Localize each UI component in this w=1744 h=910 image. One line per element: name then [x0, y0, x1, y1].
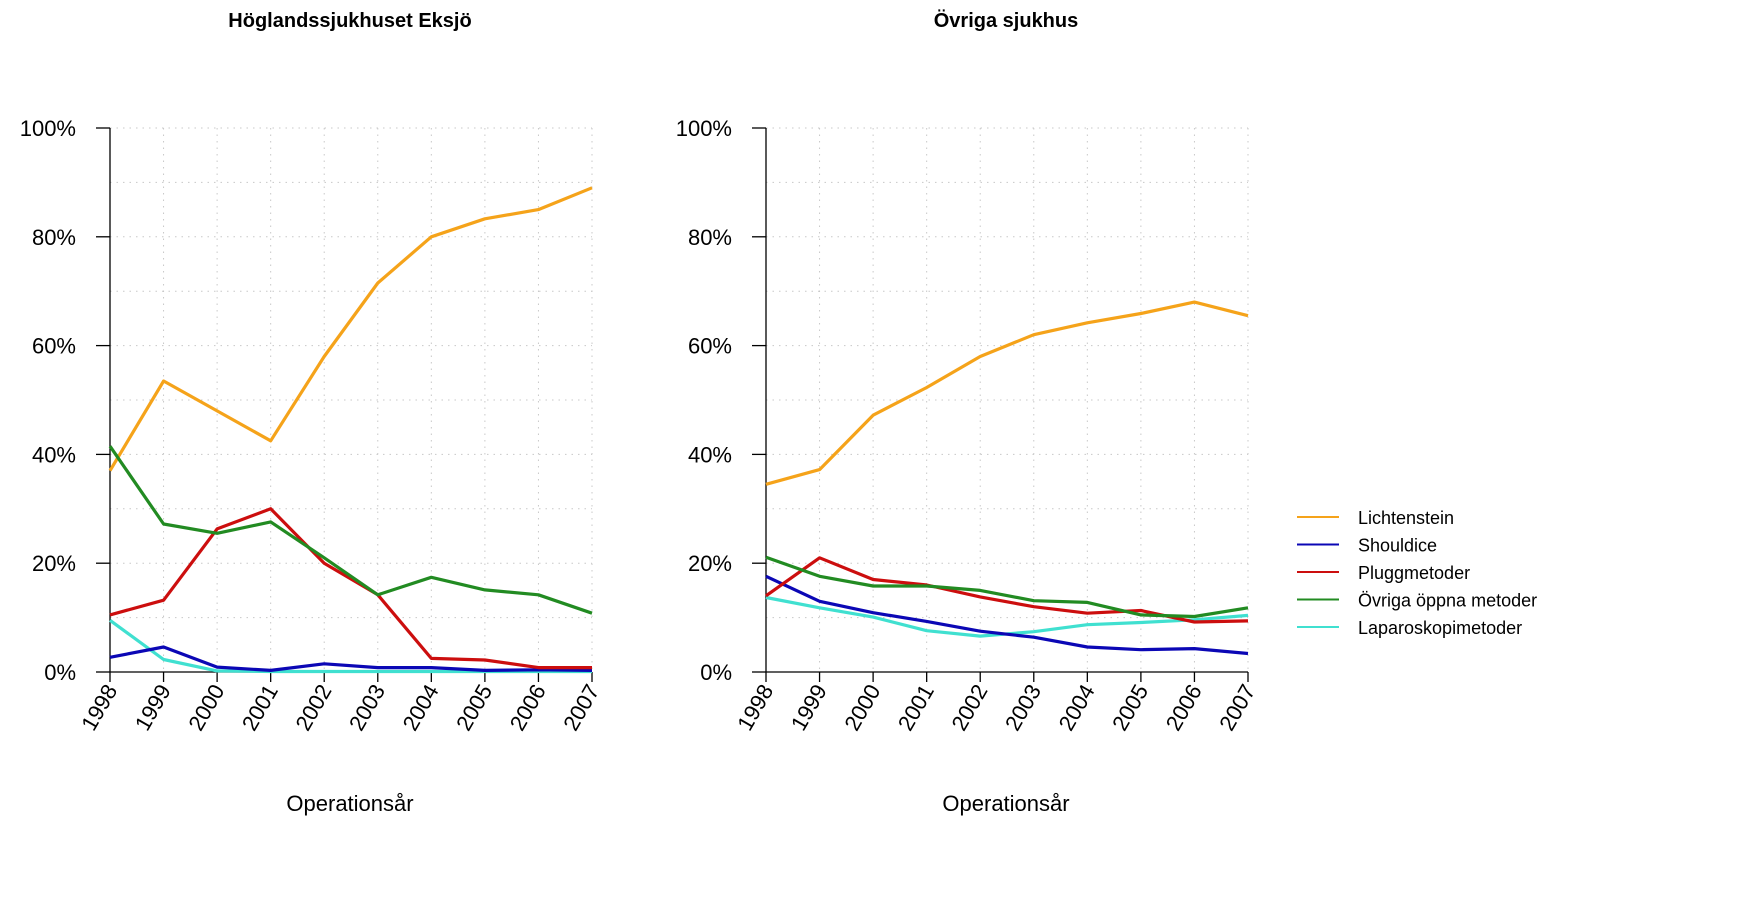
legend-label: Pluggmetoder	[1358, 563, 1470, 583]
series-line-lichtenstein	[108, 186, 593, 472]
x-tick-label: 1999	[786, 680, 832, 735]
x-tick-label: 1998	[76, 680, 122, 735]
chart-title: Höglandssjukhuset Eksjö	[228, 10, 471, 32]
y-tick-label: 0%	[44, 660, 76, 685]
y-tick-label: 20%	[688, 551, 732, 576]
y-tick-label: 100%	[676, 116, 732, 141]
x-tick-label: 2000	[839, 680, 885, 735]
y-tick-label: 20%	[32, 551, 76, 576]
x-tick-label: 2000	[183, 680, 229, 735]
x-tick-label: 2004	[398, 680, 444, 735]
x-tick-label: 1999	[130, 680, 176, 735]
y-tick-label: 0%	[700, 660, 732, 685]
panel-hoglandssjukhuset: Höglandssjukhuset Eksjö 0% 20% 40% 60% 80% 100…	[20, 10, 605, 816]
x-tick-label: 2005	[451, 680, 497, 735]
x-tick-label: 2001	[237, 680, 283, 735]
legend: Lichtenstein Shouldice Pluggmetoder Övriga …	[1297, 508, 1537, 638]
series-line-lichtenstein	[765, 300, 1249, 486]
y-tick-label: 60%	[688, 334, 732, 359]
series-line-övriga-öppna-metoder	[765, 555, 1249, 619]
x-tick-label: 2007	[558, 680, 604, 735]
series-line-övriga-öppna-metoder	[108, 445, 593, 615]
x-tick-label: 2006	[1161, 680, 1207, 735]
series-line-shouldice	[109, 645, 593, 673]
legend-label: Lichtenstein	[1358, 508, 1454, 528]
y-tick-label: 80%	[32, 225, 76, 250]
x-tick-label: 2006	[505, 680, 551, 735]
y-tick-label: 60%	[32, 334, 76, 359]
series-line-pluggmetoder	[109, 507, 592, 670]
x-tick-label: 2002	[946, 680, 992, 735]
y-tick-label: 100%	[20, 116, 76, 141]
y-tick-label: 40%	[32, 442, 76, 467]
panel-ovriga-sjukhus: Övriga sjukhus 0% 20% 40% 60% 80% 100% 1998 1999…	[676, 9, 1261, 816]
legend-label: Shouldice	[1358, 536, 1437, 556]
y-tick-label: 40%	[688, 442, 732, 467]
legend-label: Laparoskopimetoder	[1358, 618, 1522, 638]
chart-title: Övriga sjukhus	[934, 9, 1079, 32]
x-tick-label: 2003	[1000, 680, 1046, 735]
x-tick-label: 2005	[1107, 680, 1153, 735]
x-tick-label: 2002	[290, 680, 336, 735]
x-axis-label: Operationsår	[942, 791, 1069, 816]
y-tick-label: 80%	[688, 225, 732, 250]
legend-label: Övriga öppna metoder	[1358, 591, 1537, 611]
x-tick-label: 2001	[893, 680, 939, 735]
x-tick-label: 2004	[1054, 680, 1100, 735]
x-tick-label: 2003	[344, 680, 390, 735]
series-line-shouldice	[765, 574, 1249, 656]
x-tick-label: 2007	[1214, 680, 1260, 735]
x-axis-label: Operationsår	[286, 791, 413, 816]
x-tick-label: 1998	[732, 680, 778, 735]
